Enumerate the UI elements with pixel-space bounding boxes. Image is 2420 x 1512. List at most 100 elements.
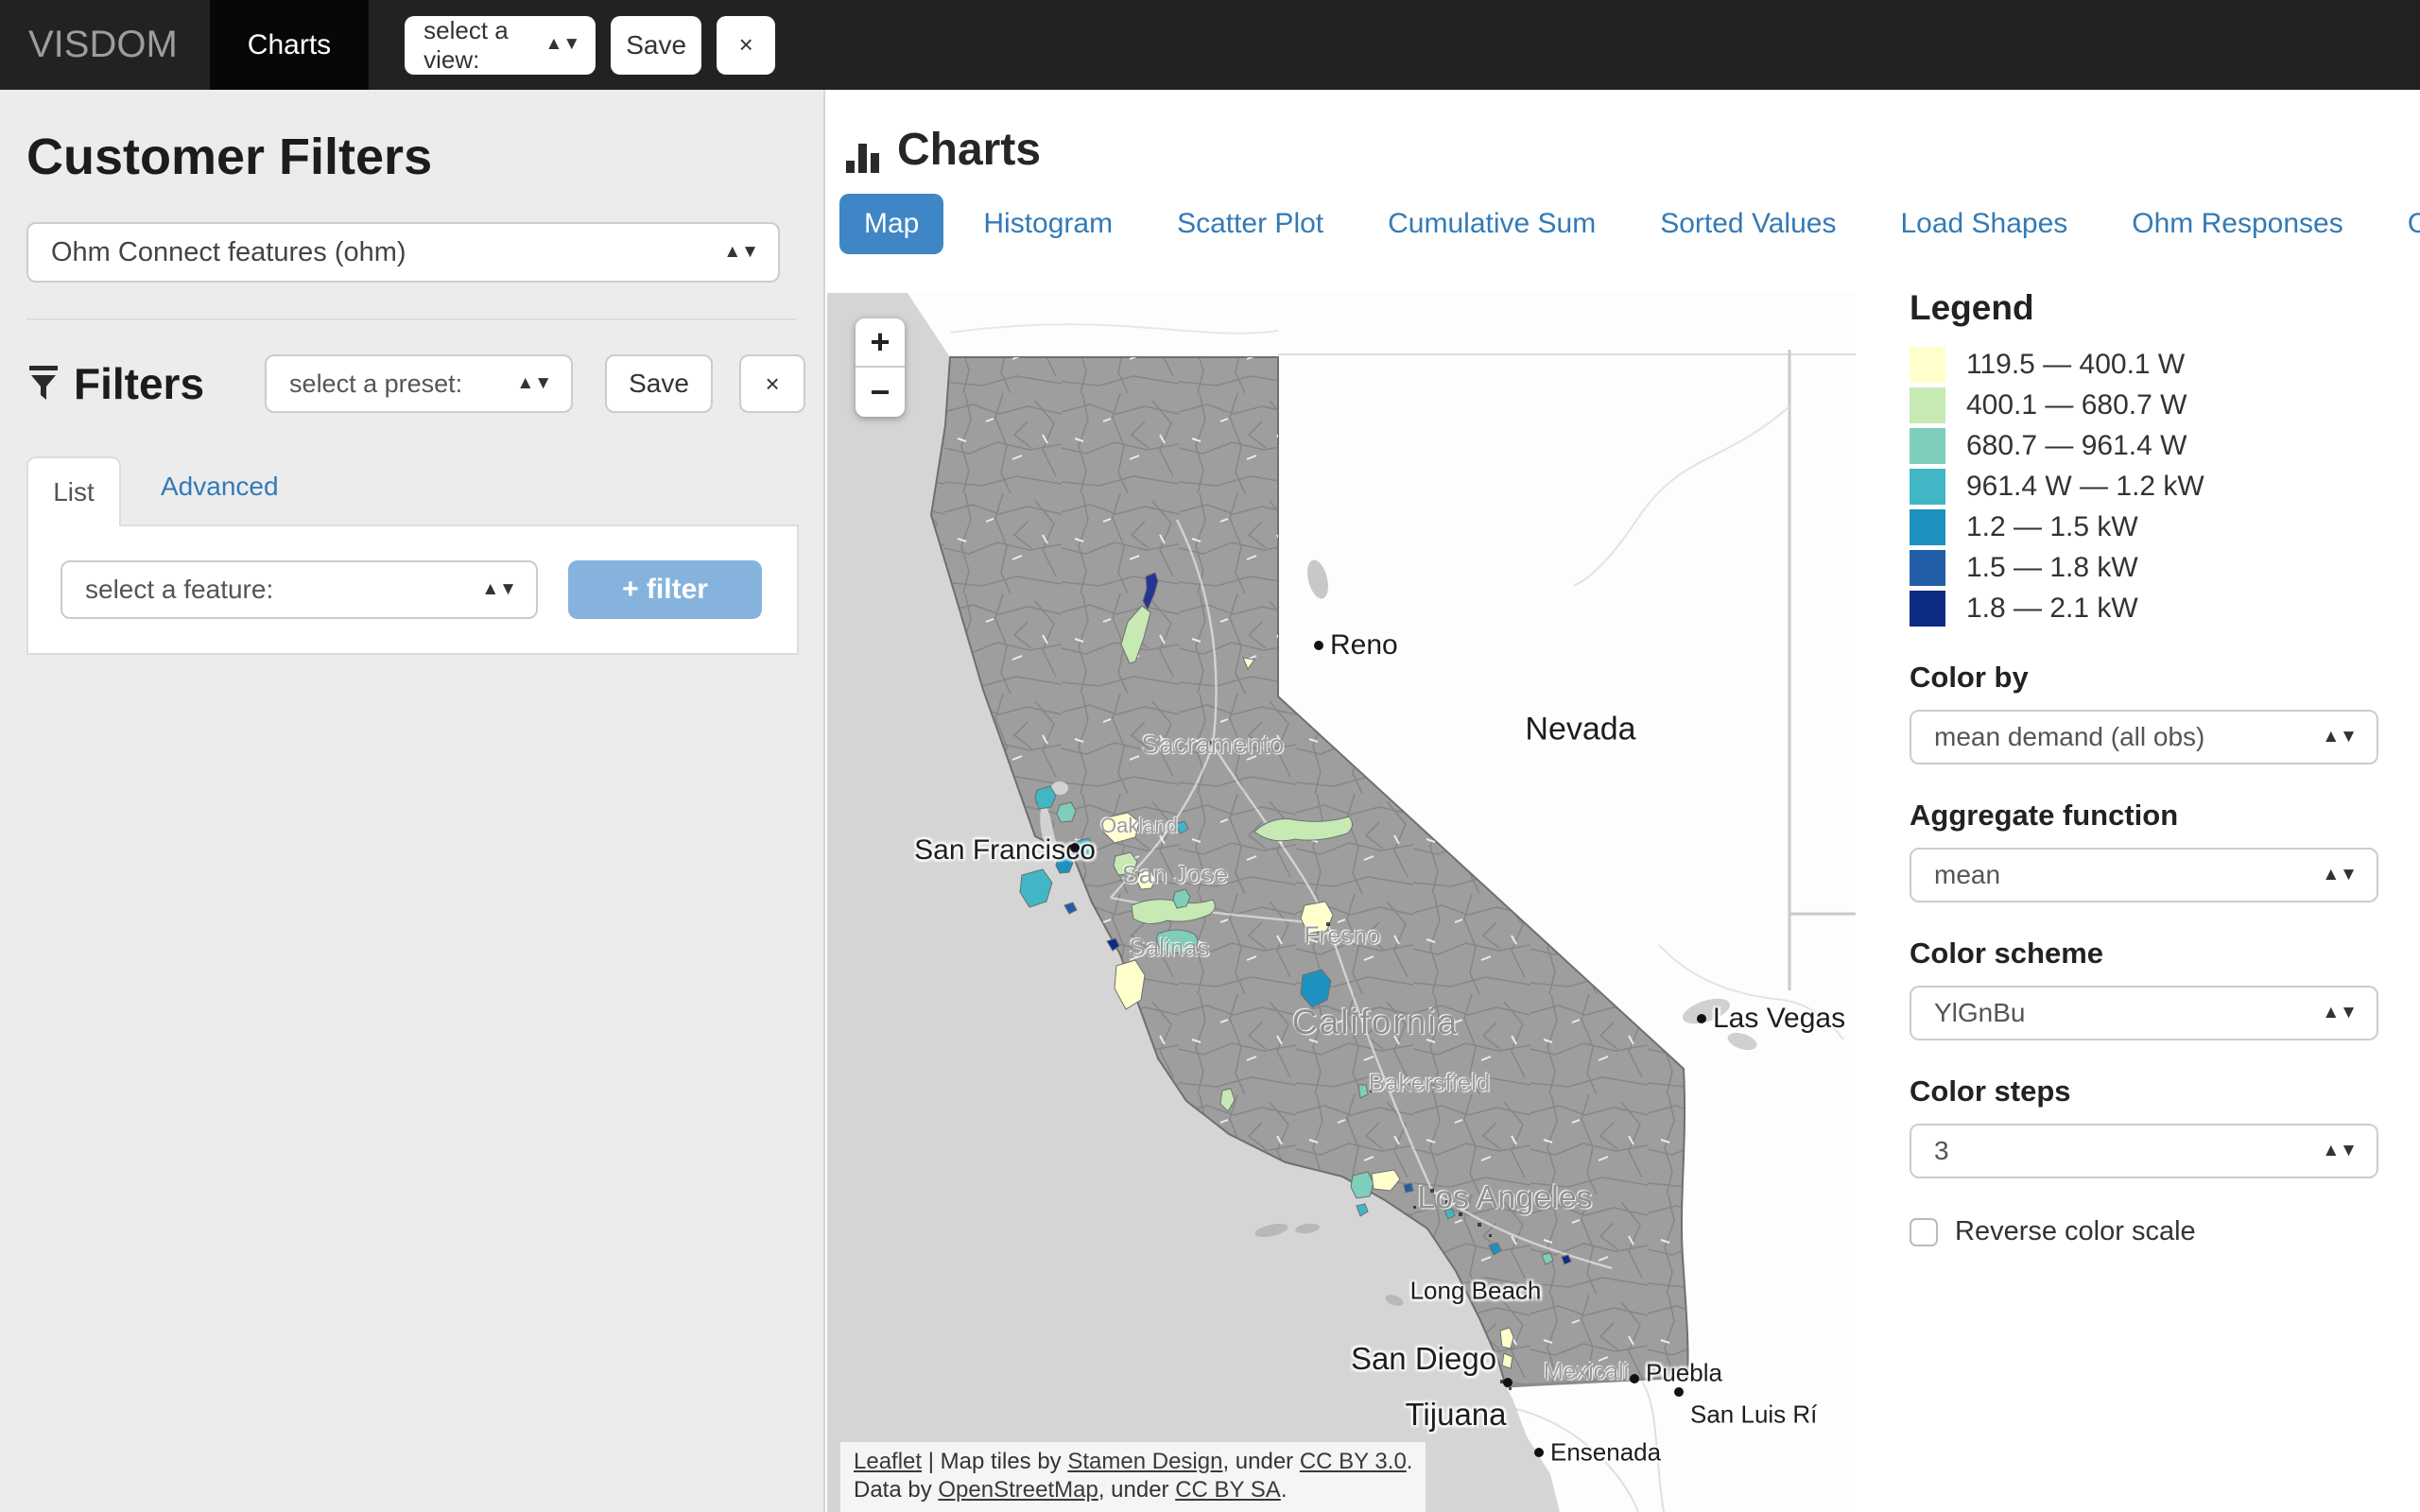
zoom-out-button[interactable]: − — [856, 368, 905, 417]
legend-label: 1.2 — 1.5 kW — [1966, 511, 2138, 543]
city-label-sacramento: Sacramento — [1142, 730, 1285, 760]
city-dot-san-francisco — [1070, 843, 1080, 852]
legend-swatch — [1910, 509, 1945, 545]
legend-row: 1.8 — 2.1 kW — [1910, 591, 2387, 627]
color-scheme-select[interactable]: YlGnBu ▲▼ — [1910, 986, 2378, 1040]
city-label-san-luis: San Luis Rí — [1690, 1400, 1817, 1430]
zoom-in-button[interactable]: + — [856, 318, 905, 368]
city-label-reno: Reno — [1330, 629, 1398, 662]
filter-funnel-icon — [26, 364, 60, 404]
color-steps-heading: Color steps — [1910, 1074, 2387, 1108]
city-label-san-jose: San Jose — [1122, 861, 1229, 890]
legend-row: 961.4 W — 1.2 kW — [1910, 469, 2387, 505]
ccby-link[interactable]: CC BY 3.0 — [1300, 1449, 1407, 1474]
filter-list-panel: select a feature: ▲▼ + filter — [26, 524, 799, 655]
view-select[interactable]: select a view: ▲▼ — [405, 16, 596, 75]
map-attribution: Leaflet | Map tiles by Stamen Design, un… — [840, 1442, 1426, 1512]
aggregate-select[interactable]: mean ▲▼ — [1910, 848, 2378, 902]
aggregate-heading: Aggregate function — [1910, 799, 2387, 833]
legend-label: 119.5 — 400.1 W — [1966, 349, 2185, 381]
map-settings-panel: Legend 119.5 — 400.1 W 400.1 — 680.7 W 6… — [1910, 288, 2387, 1247]
stamen-link[interactable]: Stamen Design — [1067, 1449, 1222, 1474]
filters-heading: Filters — [26, 358, 204, 409]
select-arrows-icon: ▲▼ — [2322, 868, 2358, 882]
sidebar-divider — [26, 318, 797, 320]
city-dot-san-diego — [1503, 1378, 1512, 1387]
city-label-oakland: Oakland — [1100, 814, 1178, 838]
legend-title: Legend — [1910, 288, 2387, 328]
tab-customer-list[interactable]: Customer List — [2383, 194, 2420, 254]
tab-advanced[interactable]: Advanced — [161, 472, 279, 502]
color-steps-select[interactable]: 3 ▲▼ — [1910, 1124, 2378, 1178]
city-label-long-beach: Long Beach — [1410, 1277, 1542, 1306]
color-steps-value: 3 — [1934, 1136, 1949, 1166]
city-label-fresno: Fresno — [1305, 921, 1381, 951]
state-label-california: California — [1292, 1003, 1459, 1042]
city-dot-las-vegas — [1697, 1014, 1706, 1023]
tab-load-shapes[interactable]: Load Shapes — [1876, 194, 2092, 254]
city-label-tijuana: Tijuana — [1405, 1397, 1506, 1433]
tab-list[interactable]: List — [26, 456, 121, 526]
tab-sorted-values[interactable]: Sorted Values — [1635, 194, 1860, 254]
attribution-text: | Map tiles by — [922, 1449, 1067, 1474]
select-arrows-icon: ▲▼ — [516, 377, 552, 390]
city-label-san-diego: San Diego — [1351, 1341, 1496, 1377]
feature-select-value: select a feature: — [85, 575, 273, 605]
attribution-text: . — [1407, 1449, 1413, 1474]
view-select-value: select a view: — [424, 16, 544, 75]
ccbysa-link[interactable]: CC BY SA — [1175, 1477, 1281, 1503]
preset-select[interactable]: select a preset: ▲▼ — [265, 354, 573, 413]
tab-histogram[interactable]: Histogram — [959, 194, 1137, 254]
attribution-text: Data by — [854, 1477, 938, 1503]
city-label-salinas: Salinas — [1129, 934, 1209, 963]
select-arrows-icon: ▲▼ — [481, 583, 517, 596]
tab-scatter-plot[interactable]: Scatter Plot — [1152, 194, 1348, 254]
preset-save-button[interactable]: Save — [605, 354, 713, 413]
city-label-puebla: Puebla — [1646, 1359, 1722, 1388]
legend-swatch — [1910, 347, 1945, 383]
reverse-color-label: Reverse color scale — [1955, 1216, 2196, 1247]
legend-label: 1.5 — 1.8 kW — [1966, 552, 2138, 584]
color-by-heading: Color by — [1910, 661, 2387, 695]
legend-label: 400.1 — 680.7 W — [1966, 389, 2187, 421]
legend-swatch — [1910, 591, 1945, 627]
view-save-button[interactable]: Save — [611, 16, 701, 75]
city-dot-san-luis — [1674, 1387, 1684, 1397]
attribution-text: . — [1281, 1477, 1288, 1503]
feature-set-select[interactable]: Ohm Connect features (ohm) ▲▼ — [26, 222, 780, 283]
select-arrows-icon: ▲▼ — [2322, 730, 2358, 744]
legend-swatch — [1910, 387, 1945, 423]
legend-row: 680.7 — 961.4 W — [1910, 428, 2387, 464]
tab-map[interactable]: Map — [839, 194, 943, 254]
view-close-button[interactable]: × — [717, 16, 775, 75]
tab-cumulative-sum[interactable]: Cumulative Sum — [1363, 194, 1620, 254]
legend-label: 680.7 — 961.4 W — [1966, 430, 2187, 462]
legend-row: 119.5 — 400.1 W — [1910, 347, 2387, 383]
osm-link[interactable]: OpenStreetMap — [938, 1477, 1098, 1503]
city-dot-reno — [1314, 641, 1323, 650]
select-arrows-icon: ▲▼ — [545, 38, 581, 51]
reverse-color-checkbox[interactable] — [1910, 1218, 1938, 1246]
leaflet-link[interactable]: Leaflet — [854, 1449, 922, 1474]
charts-heading: Charts — [844, 124, 1041, 176]
city-dot-ensenada — [1534, 1448, 1544, 1457]
nav-tab-charts[interactable]: Charts — [210, 0, 369, 90]
legend-label: 961.4 W — 1.2 kW — [1966, 471, 2204, 503]
color-by-value: mean demand (all obs) — [1934, 722, 2204, 752]
select-arrows-icon: ▲▼ — [2322, 1006, 2358, 1020]
color-by-select[interactable]: mean demand (all obs) ▲▼ — [1910, 710, 2378, 765]
bar-chart-icon — [844, 138, 884, 176]
app-brand: VISDOM — [28, 24, 178, 66]
feature-select[interactable]: select a feature: ▲▼ — [60, 560, 538, 619]
sidebar-title: Customer Filters — [26, 128, 823, 186]
leaflet-map[interactable]: Nevada California Los Angeles Reno Las V… — [827, 293, 1856, 1512]
city-dot-puebla — [1630, 1374, 1639, 1383]
add-filter-button[interactable]: + filter — [568, 560, 762, 619]
city-label-san-francisco: San Francisco — [914, 834, 1096, 867]
preset-close-button[interactable]: × — [739, 354, 805, 413]
charts-main: Charts Map Histogram Scatter Plot Cumula… — [825, 90, 2420, 1512]
aggregate-value: mean — [1934, 860, 2000, 890]
top-navbar: VISDOM Charts select a view: ▲▼ Save × — [0, 0, 2420, 90]
tab-ohm-responses[interactable]: Ohm Responses — [2107, 194, 2367, 254]
color-scheme-value: YlGnBu — [1934, 998, 2026, 1028]
